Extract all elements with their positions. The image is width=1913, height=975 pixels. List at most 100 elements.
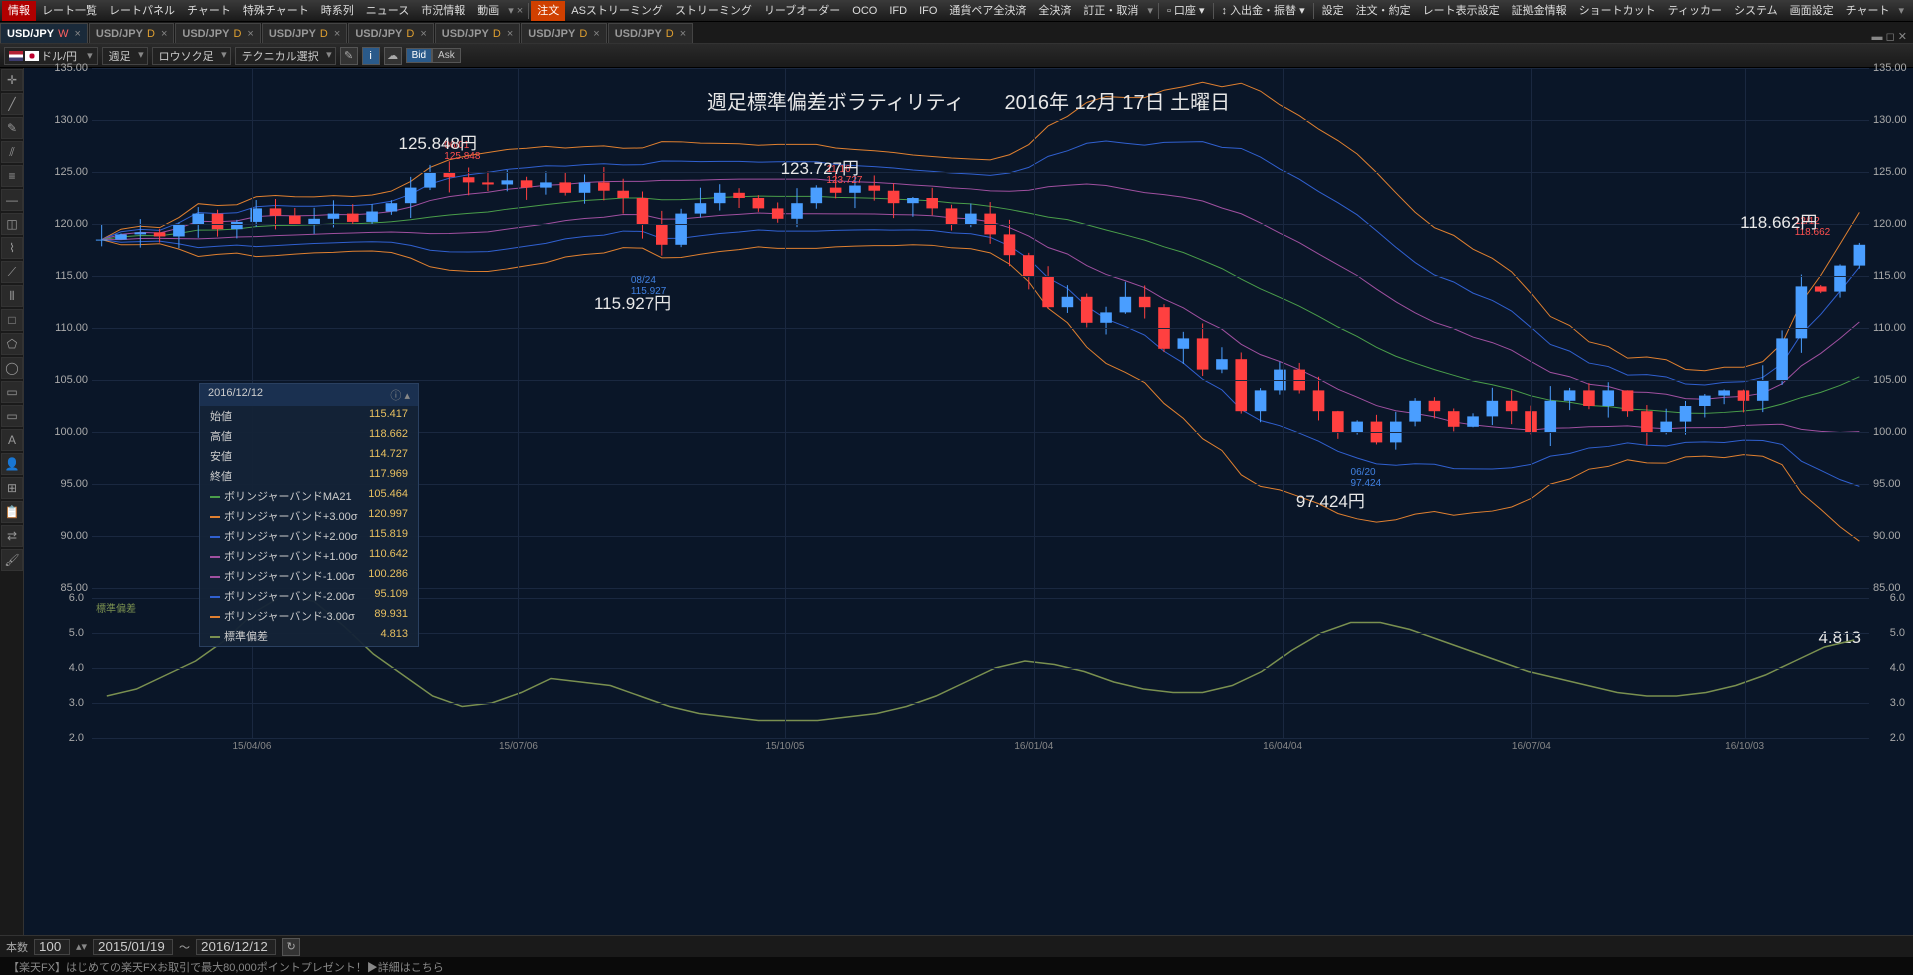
tab-2[interactable]: USD/JPYD× — [175, 23, 260, 43]
tool-7[interactable]: ⌇ — [1, 237, 23, 259]
menu-leave[interactable]: リーブオーダー — [758, 1, 846, 21]
info-row: ボリンジャーバンド+1.00σ110.642 — [200, 546, 418, 566]
tab-5[interactable]: USD/JPYD× — [435, 23, 520, 43]
menu-stream[interactable]: ストリーミング — [669, 1, 758, 21]
tool-16[interactable]: 👤 — [1, 453, 23, 475]
close-icon[interactable]: × — [420, 28, 426, 40]
chart-toolbar: ドル/円 ▾ 週足 ロウソク足 テクニカル選択 ✎ i ☁ Bid Ask — [0, 44, 1913, 68]
close-icon[interactable]: × — [507, 28, 513, 40]
menu-modify[interactable]: 訂正・取消 — [1077, 1, 1144, 21]
menu-shortcut[interactable]: ショートカット — [1573, 1, 1662, 21]
menu-chart[interactable]: チャート — [181, 1, 237, 21]
info-row: 高値118.662 — [200, 426, 418, 446]
tool-4[interactable]: ≡ — [1, 165, 23, 187]
tool-9[interactable]: ⦀ — [1, 285, 23, 307]
refresh-button[interactable]: ↻ — [282, 938, 300, 956]
tool-14[interactable]: ▭ — [1, 405, 23, 427]
flag-jp-icon — [25, 51, 39, 61]
menu-closeall[interactable]: 全決済 — [1032, 1, 1077, 21]
menu-rate-disp[interactable]: レート表示設定 — [1417, 1, 1506, 21]
menu-timeseries[interactable]: 時系列 — [315, 1, 360, 21]
menu-more2-icon[interactable]: ▾ — [1144, 4, 1156, 17]
main-menu: 情報 レート一覧 レートパネル チャート 特殊チャート 時系列 ニュース 市況情… — [0, 0, 1913, 22]
tool-6[interactable]: ◫ — [1, 213, 23, 235]
tool-2[interactable]: ✎ — [1, 117, 23, 139]
info-date: 2016/12/12 — [208, 387, 263, 403]
tool-20[interactable]: 🖌 — [1, 549, 23, 571]
chart-type-select[interactable]: ロウソク足 — [152, 47, 231, 65]
tool-5[interactable]: — — [1, 189, 23, 211]
menu-closeall-pair[interactable]: 通貨ペア全決済 — [943, 1, 1032, 21]
count-input[interactable] — [34, 939, 70, 955]
close-icon[interactable]: × — [680, 28, 686, 40]
menu-order[interactable]: 注文 — [531, 1, 565, 21]
tab-3[interactable]: USD/JPYD× — [262, 23, 347, 43]
tool-1[interactable]: ╱ — [1, 93, 23, 115]
menu-market[interactable]: 市況情報 — [415, 1, 471, 21]
from-date-input[interactable] — [93, 939, 173, 955]
tool-8[interactable]: ⟋ — [1, 261, 23, 283]
tab-1[interactable]: USD/JPYD× — [89, 23, 174, 43]
menu-more3-icon[interactable]: ▾ — [1896, 4, 1908, 17]
ohlc-info-box: 2016/12/12ⓘ ▴ 始値115.417高値118.662安値114.72… — [199, 383, 419, 647]
tool-11[interactable]: ⬠ — [1, 333, 23, 355]
to-date-input[interactable] — [196, 939, 276, 955]
ask-button[interactable]: Ask — [432, 48, 461, 63]
menu-ifd[interactable]: IFD — [883, 1, 913, 21]
menu-io[interactable]: ↕ 入出金・振替 ▾ — [1216, 1, 1311, 21]
flag-us-icon — [9, 51, 23, 61]
close-icon[interactable]: × — [593, 28, 599, 40]
menu-system[interactable]: システム — [1728, 1, 1784, 21]
count-label: 本数 — [6, 939, 28, 955]
info-row: 標準偏差4.813 — [200, 626, 418, 646]
tool-18[interactable]: 📋 — [1, 501, 23, 523]
menu-oco[interactable]: OCO — [846, 1, 883, 21]
tool-17[interactable]: ⊞ — [1, 477, 23, 499]
menu-rates[interactable]: レート一覧 — [36, 1, 103, 21]
menu-settings[interactable]: 設定 — [1316, 1, 1350, 21]
close-icon[interactable]: × — [74, 28, 80, 40]
close-icon[interactable]: × — [161, 28, 167, 40]
pencil-icon[interactable]: ✎ — [340, 47, 358, 65]
menu-more-icon[interactable]: ▾ × — [505, 4, 526, 17]
price-annotation: 115.927円 — [594, 289, 671, 314]
tab-6[interactable]: USD/JPYD× — [521, 23, 606, 43]
menu-special-chart[interactable]: 特殊チャート — [237, 1, 315, 21]
info-icon[interactable]: i — [362, 47, 380, 65]
menu-screen[interactable]: 画面設定 — [1784, 1, 1840, 21]
close-icon[interactable]: × — [247, 28, 253, 40]
menu-ticker[interactable]: ティッカー — [1662, 1, 1728, 21]
tool-12[interactable]: ◯ — [1, 357, 23, 379]
menu-as-stream[interactable]: ASストリーミング — [565, 1, 669, 21]
timeframe-select[interactable]: 週足 — [102, 47, 148, 65]
tab-7[interactable]: USD/JPYD× — [608, 23, 693, 43]
tool-3[interactable]: ⫽ — [1, 141, 23, 163]
menu-order-exec[interactable]: 注文・約定 — [1350, 1, 1417, 21]
menu-info[interactable]: 情報 — [2, 1, 36, 21]
drawing-tools: ✛╱✎⫽≡—◫⌇⟋⦀□⬠◯▭▭A👤⊞📋⇄🖌 — [0, 68, 24, 935]
chart-tabs: USD/JPYW×USD/JPYD×USD/JPYD×USD/JPYD×USD/… — [0, 22, 1913, 44]
price-chart[interactable]: 週足標準偏差ボラティリティ 2016年 12月 17日 土曜日 85.0090.… — [24, 68, 1913, 935]
window-controls[interactable]: ▬ ◻ ✕ — [1866, 30, 1913, 43]
technical-select[interactable]: テクニカル選択 — [235, 47, 336, 65]
menu-ifo[interactable]: IFO — [913, 1, 943, 21]
info-row: 終値117.969 — [200, 466, 418, 486]
menu-news[interactable]: ニュース — [360, 1, 415, 21]
bid-button[interactable]: Bid — [406, 48, 432, 63]
menu-account[interactable]: ▫ 口座 ▾ — [1161, 1, 1211, 21]
tab-4[interactable]: USD/JPYD× — [348, 23, 433, 43]
cloud-icon[interactable]: ☁ — [384, 47, 402, 65]
close-icon[interactable]: × — [334, 28, 340, 40]
tool-13[interactable]: ▭ — [1, 381, 23, 403]
price-mark: 06/2097.424 — [1351, 467, 1382, 489]
tab-0[interactable]: USD/JPYW× — [0, 23, 88, 43]
tool-19[interactable]: ⇄ — [1, 525, 23, 547]
tool-0[interactable]: ✛ — [1, 69, 23, 91]
menu-rate-panel[interactable]: レートパネル — [103, 1, 181, 21]
menu-video[interactable]: 動画 — [471, 1, 505, 21]
tool-10[interactable]: □ — [1, 309, 23, 331]
tool-15[interactable]: A — [1, 429, 23, 451]
menu-chart2[interactable]: チャート — [1840, 1, 1896, 21]
menu-margin[interactable]: 証拠金情報 — [1506, 1, 1573, 21]
info-icons[interactable]: ⓘ ▴ — [390, 387, 410, 403]
